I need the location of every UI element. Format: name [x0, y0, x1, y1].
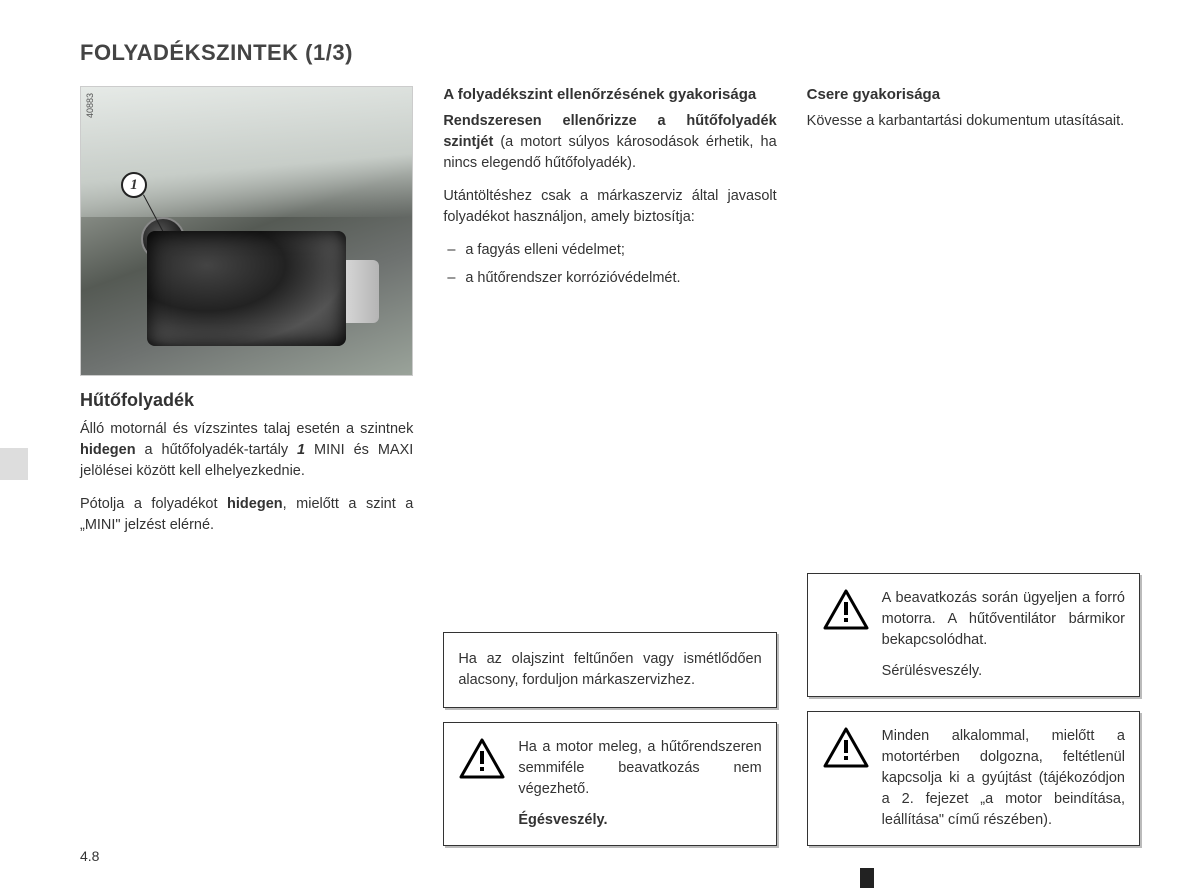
coolant-heading: Hűtőfolyadék	[80, 390, 413, 411]
text-bold: hidegen	[227, 496, 283, 512]
content-columns: 40883 1 Hűtőfolyadék Álló motornál és ví…	[80, 86, 1140, 846]
warning-box-burn: Ha a motor meleg, a hűtőrendszeren semmi…	[443, 722, 776, 846]
page-title: FOLYADÉKSZINTEK (1/3)	[80, 40, 1140, 66]
warning-text: Minden alkalommal, mielőtt a motortérben…	[882, 726, 1125, 831]
info-box-oil-level: Ha az olajszint feltűnően vagy ismétlődő…	[443, 632, 776, 708]
callout-1: 1	[121, 172, 147, 198]
warning-text: Ha a motor meleg, a hűtőrendszeren semmi…	[518, 737, 761, 831]
column-1: 40883 1 Hűtőfolyadék Álló motornál és ví…	[80, 86, 413, 846]
text: Álló motornál és vízszintes talaj esetén…	[80, 421, 413, 437]
side-tab	[0, 448, 28, 480]
warning-icon	[822, 588, 870, 632]
text: Ha a motor meleg, a hűtőrendszeren semmi…	[518, 739, 761, 797]
text-bold: hidegen	[80, 442, 136, 458]
text: (a motort súlyos károsodások érhetik, ha…	[443, 134, 776, 171]
column-2: A folyadékszint ellenőrzésének gyakorisá…	[443, 86, 776, 846]
text-bold: Égésveszély.	[518, 812, 607, 828]
replace-frequency-heading: Csere gyakorisága	[807, 86, 1140, 103]
text: Pótolja a folyadékot	[80, 496, 227, 512]
column-3: Csere gyakorisága Kövesse a karbantartás…	[807, 86, 1140, 846]
text: A beavatkozás során ügyeljen a forró mot…	[882, 590, 1125, 648]
image-code: 40883	[85, 93, 95, 118]
text: Sérülésveszély.	[882, 663, 982, 679]
list-item: a hűtőrendszer korrózióvédelmét.	[443, 268, 776, 290]
info-text: Ha az olajszint feltűnően vagy ismétlődő…	[458, 651, 761, 688]
warning-icon	[822, 726, 870, 770]
check-paragraph-1: Rendszeresen ellenőrizze a hűtőfolyadék …	[443, 111, 776, 174]
page-number: 4.8	[80, 848, 99, 864]
warning-text: A beavatkozás során ügyeljen a forró mot…	[882, 588, 1125, 682]
engine-block-shape	[263, 260, 379, 323]
text-italic: 1	[297, 442, 305, 458]
warning-box-injury: A beavatkozás során ügyeljen a forró mot…	[807, 573, 1140, 697]
footer-mark	[860, 868, 874, 888]
text: a hűtőfolyadék-tartály	[136, 442, 297, 458]
check-paragraph-2: Utántöltéshez csak a márkaszerviz által …	[443, 186, 776, 228]
replace-paragraph-1: Kövesse a karbantartási dokumentum utasí…	[807, 111, 1140, 132]
check-frequency-heading: A folyadékszint ellenőrzésének gyakorisá…	[443, 86, 776, 103]
engine-figure: 40883 1	[80, 86, 413, 376]
list-item: a fagyás elleni védelmet;	[443, 240, 776, 262]
protection-list: a fagyás elleni védelmet; a hűtőrendszer…	[443, 240, 776, 296]
warning-box-ignition: Minden alkalommal, mielőtt a motortérben…	[807, 711, 1140, 846]
callout-line	[143, 178, 201, 244]
warning-icon	[458, 737, 506, 781]
coolant-paragraph-1: Álló motornál és vízszintes talaj esetén…	[80, 419, 413, 482]
coolant-paragraph-2: Pótolja a folyadékot hidegen, mielőtt a …	[80, 494, 413, 536]
